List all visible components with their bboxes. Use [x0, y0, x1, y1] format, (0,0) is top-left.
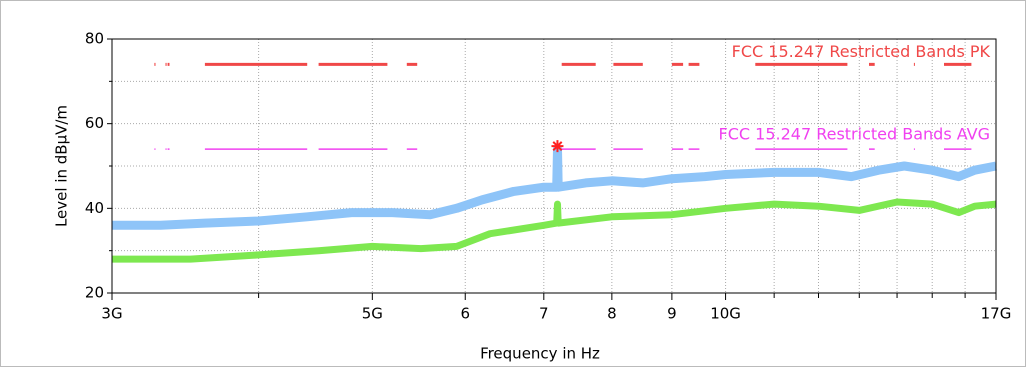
- x-tick-label: 17G: [981, 305, 1012, 323]
- x-tick-label: 6: [460, 305, 470, 323]
- x-tick-label: 8: [607, 305, 617, 323]
- y-axis-title: Level in dBµV/m: [53, 105, 71, 227]
- series-line: [112, 144, 997, 230]
- limit-label: FCC 15.247 Restricted Bands AVG: [719, 125, 991, 144]
- limit-label: FCC 15.247 Restricted Bands PK: [732, 42, 991, 61]
- peak-marker: [551, 140, 564, 153]
- x-tick-label: 7: [539, 305, 549, 323]
- series-line: [112, 198, 997, 263]
- y-tick-label: 60: [85, 114, 104, 132]
- x-tick-label: 10G: [710, 305, 741, 323]
- y-tick-label: 80: [85, 30, 104, 48]
- x-axis-title: Frequency in Hz: [480, 345, 600, 363]
- x-tick-label: 3G: [101, 305, 122, 323]
- x-tick-label: 5G: [362, 305, 383, 323]
- plot-frame: [111, 38, 997, 294]
- y-tick-label: 40: [85, 199, 104, 217]
- x-tick-label: 9: [667, 305, 677, 323]
- y-tick-label: 20: [85, 284, 104, 302]
